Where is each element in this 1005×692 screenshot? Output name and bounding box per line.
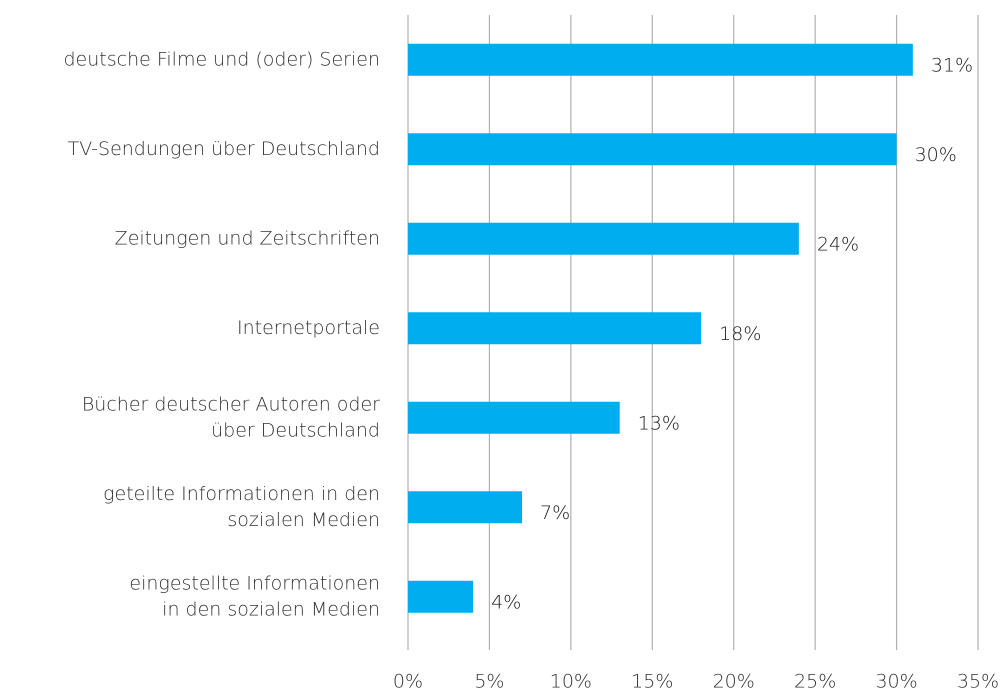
data-label: 24%: [817, 233, 859, 255]
x-tick-label: 35%: [957, 671, 999, 692]
bar: [408, 222, 799, 255]
bar: [408, 133, 897, 166]
y-tick-label: eingestellte Informationen: [129, 572, 380, 594]
data-label: 4%: [491, 591, 521, 613]
y-tick-label: geteilte Informationen in den: [103, 483, 380, 505]
x-tick-label: 15%: [631, 671, 673, 692]
bar: [408, 312, 702, 345]
y-tick-label: Internetportale: [237, 317, 380, 339]
data-label: 18%: [719, 323, 761, 345]
data-label: 30%: [915, 144, 957, 166]
data-label: 7%: [540, 502, 570, 524]
x-tick-label: 25%: [794, 671, 836, 692]
y-tick-label: über Deutschland: [211, 419, 380, 441]
x-tick-label: 5%: [474, 671, 504, 692]
y-tick-label: in den sozialen Medien: [162, 598, 380, 620]
x-tick-label: 0%: [393, 671, 423, 692]
x-tick-label: 30%: [875, 671, 917, 692]
bar: [408, 401, 620, 434]
bar: [408, 43, 913, 76]
y-tick-label: TV-Sendungen über Deutschland: [68, 138, 380, 160]
data-label: 31%: [931, 54, 973, 76]
y-tick-label: deutsche Filme und (oder) Serien: [63, 48, 380, 70]
data-label: 13%: [638, 412, 680, 434]
y-tick-label: sozialen Medien: [227, 509, 380, 531]
y-tick-label: Zeitungen und Zeitschriften: [115, 227, 380, 249]
x-tick-label: 10%: [550, 671, 592, 692]
y-tick-label: Bücher deutscher Autoren oder: [82, 393, 380, 415]
x-tick-label: 20%: [713, 671, 755, 692]
bar: [408, 491, 522, 524]
bar: [408, 580, 474, 613]
